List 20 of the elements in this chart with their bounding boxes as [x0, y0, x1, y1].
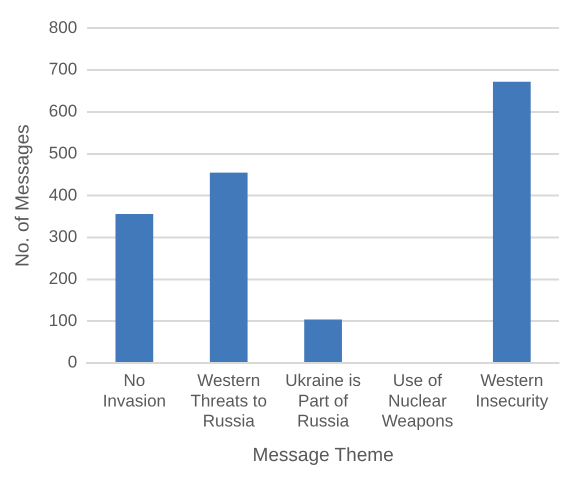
y-axis-title: No. of Messages [12, 124, 34, 267]
bar [115, 214, 154, 362]
y-tick-label: 100 [48, 310, 78, 330]
x-tick-label: Western Threats to Russia [190, 370, 267, 431]
y-tick-label: 0 [68, 352, 78, 372]
bar [210, 172, 248, 362]
bar [492, 82, 531, 362]
y-tick-label: 500 [48, 143, 78, 162]
x-tick-label: Use of Nuclear Weapons [382, 370, 454, 431]
y-tick-label: 800 [48, 18, 78, 37]
y-tick-label: 600 [48, 102, 78, 121]
y-tick-label: 200 [48, 268, 78, 288]
y-tick-label: 300 [48, 227, 78, 246]
bar [304, 319, 342, 362]
x-axis-title: Message Theme [252, 444, 394, 466]
y-tick-label: 700 [48, 60, 78, 79]
x-tick-label: Western Insecurity [475, 370, 549, 410]
x-tick-label: No Invasion [102, 370, 166, 410]
x-tick-label: Ukraine is Part of Russia [285, 370, 361, 431]
y-tick-label: 400 [48, 185, 78, 204]
